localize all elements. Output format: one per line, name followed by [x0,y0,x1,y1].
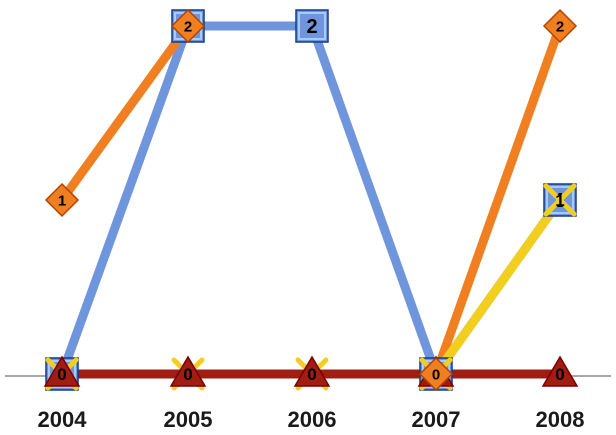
series-1-point-2005: 2 [170,8,206,44]
diamond-marker [418,356,454,392]
square-marker-highlight [298,12,326,40]
data-label: 2 [306,16,317,38]
triangle-marker [169,355,207,387]
data-label: 2 [556,18,564,35]
series-1-point-2004: 1 [44,182,80,218]
x-tick-label-2008: 2008 [536,407,585,432]
x-tick-label-2005: 2005 [164,407,213,432]
data-label: 1 [58,192,66,209]
series-4-point-2006: 0 [293,355,331,387]
series-2-point-2006: 2 [295,9,329,43]
x-tick-label-2006: 2006 [288,407,337,432]
series-4-point-2008: 0 [541,355,579,387]
series-1-line [58,23,192,203]
data-label: 0 [432,366,440,383]
square-marker [295,9,329,43]
triangle-marker [293,355,331,387]
series-4-point-2004: 0 [43,355,81,387]
diamond-marker [44,182,80,218]
triangle-marker [541,355,579,387]
data-label: 0 [57,365,66,384]
diamond-marker [170,8,206,44]
series-2-line [57,21,564,384]
x-tick-label-2007: 2007 [412,407,461,432]
data-label: 0 [307,365,316,384]
series-1-line-2 [431,24,565,376]
data-label: 0 [555,365,564,384]
data-label: 2 [184,18,192,35]
data-label: 0 [183,365,192,384]
series-1-point-2007: 0 [418,356,454,392]
triangle-marker [43,355,81,387]
data-label: 1 [555,191,564,210]
series-3-point-2008: 1 [543,183,577,217]
series-1-point-2008: 2 [542,8,578,44]
x-tick-label-2004: 2004 [38,407,88,432]
square-marker-highlight [546,186,574,214]
series-4-point-2005: 0 [169,355,207,387]
diamond-marker [542,8,578,44]
x-marker [543,183,577,217]
